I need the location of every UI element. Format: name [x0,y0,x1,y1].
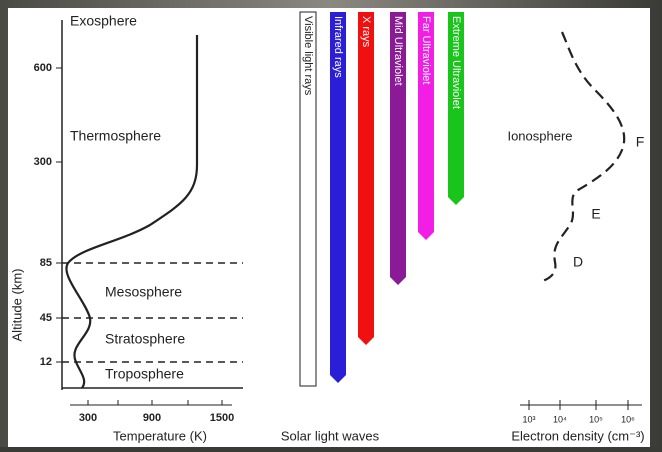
altitude-tick-label: 85 [40,257,52,269]
layer-label: Exosphere [70,13,137,29]
region-label: E [591,206,600,222]
layer-label: Troposphere [105,366,184,382]
solar-bar-label: Infrared rays [332,16,344,78]
temperature-tick-label: 1500 [210,412,234,424]
layer-label: Mesosphere [105,284,182,300]
diagram: Altitude (km) Temperature (K) Solar ligh… [0,0,662,447]
solar-bar-label: Visible light rays [302,16,314,96]
solar-bar [358,12,374,345]
solar-bar-label: X rays [360,16,372,48]
layer-label: Thermosphere [70,128,161,144]
altitude-label: Altitude (km) [9,269,24,342]
temperature-label: Temperature (K) [113,428,207,443]
density-tick-label: 10³ [522,414,535,424]
temperature-tick-label: 900 [143,412,161,424]
altitude-tick-label: 12 [40,356,52,368]
solar-bar-label: Mid Ultraviolet [392,16,404,86]
altitude-tick-label: 45 [40,312,52,324]
altitude-tick-label: 300 [34,156,52,168]
density-label: Electron density (cm⁻³) [511,428,644,443]
density-tick-label: 10⁵ [589,414,603,424]
region-label: D [573,254,583,270]
ionosphere-label: Ionosphere [507,128,572,143]
solar-bar-label: Far Ultraviolet [420,16,432,84]
page: Altitude (km) Temperature (K) Solar ligh… [0,0,662,447]
region-label: F [636,134,645,150]
solar-label: Solar light waves [281,428,380,443]
altitude-tick-label: 600 [34,62,52,74]
layer-label: Stratosphere [105,331,185,347]
solar-bar-label: Extreme Ultraviolet [450,16,462,109]
density-tick-label: 10⁴ [553,414,567,424]
density-tick-label: 10⁶ [621,414,635,424]
temperature-tick-label: 300 [79,412,97,424]
